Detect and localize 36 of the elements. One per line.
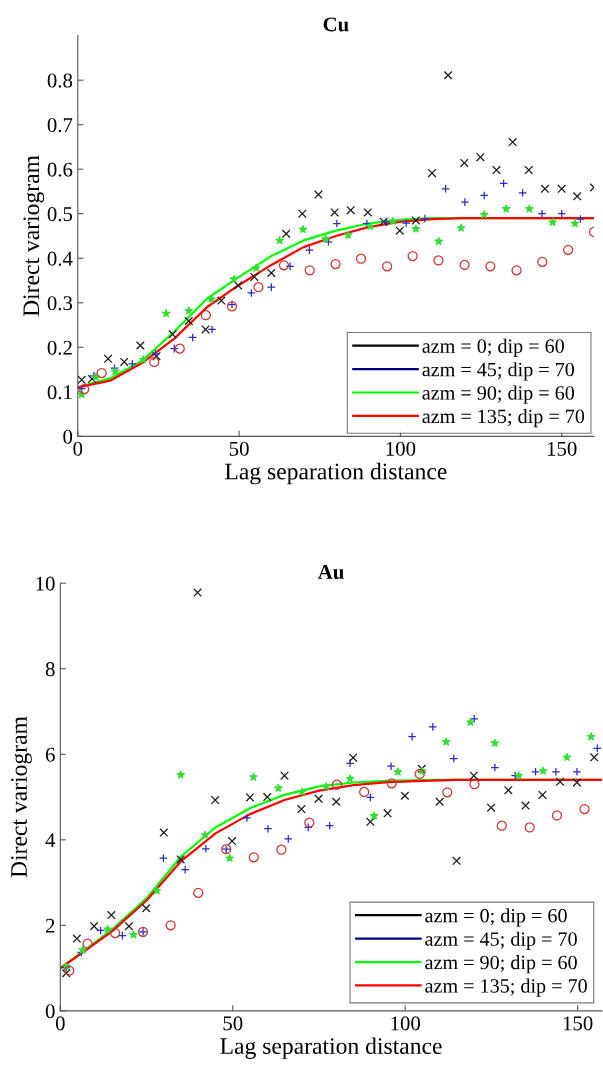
y-tick-label: 4: [45, 833, 56, 848]
x-tick-label: 50: [229, 441, 249, 456]
x-axis-title: Lag separation distance: [225, 462, 447, 485]
y-tick-label: 0.5: [47, 207, 73, 222]
y-tick-label: 10: [36, 576, 55, 591]
x-tick-label: 150: [547, 441, 577, 456]
y-tick-label: 0: [63, 429, 73, 444]
y-tick-label: 0.2: [47, 340, 72, 355]
x-tick-label: 50: [223, 1016, 243, 1031]
chart-title: Cu: [323, 17, 349, 32]
legend-label: azm = 135; dip = 70: [422, 408, 585, 428]
y-axis-title: Direct variogram: [23, 155, 45, 317]
y-tick-label: 0.6: [47, 162, 73, 177]
x-tick-label: 150: [563, 1016, 593, 1031]
legend-label: azm = 45; dip = 70: [422, 362, 575, 381]
legend-label: azm = 45; dip = 70: [425, 931, 577, 950]
y-tick-label: 0.1: [47, 385, 72, 400]
legend-label: azm = 135; dip = 70: [425, 978, 587, 997]
y-tick-label: 0.7: [47, 118, 73, 133]
y-tick-label: 8: [45, 662, 55, 677]
y-tick-label: 2: [45, 918, 55, 933]
legend-label: azm = 0; dip = 60: [422, 338, 564, 357]
y-tick-label: 0.3: [47, 296, 73, 311]
legend-label: azm = 90; dip = 60: [425, 955, 577, 974]
legend-label: azm = 90; dip = 60: [422, 385, 575, 404]
y-tick-label: 6: [45, 747, 55, 762]
y-tick-label: 0.4: [47, 251, 73, 266]
y-tick-label: 0.8: [47, 73, 73, 88]
chart-title: Au: [317, 565, 344, 580]
y-axis-title: Direct variogram: [11, 716, 32, 878]
x-tick-label: 100: [386, 441, 416, 456]
y-tick-label: 0: [45, 1004, 55, 1019]
x-axis-title: Lag separation distance: [220, 1037, 442, 1059]
legend-label: azm = 0; dip = 60: [425, 908, 567, 927]
x-tick-label: 100: [391, 1016, 421, 1031]
x-tick-label: 0: [73, 441, 83, 456]
